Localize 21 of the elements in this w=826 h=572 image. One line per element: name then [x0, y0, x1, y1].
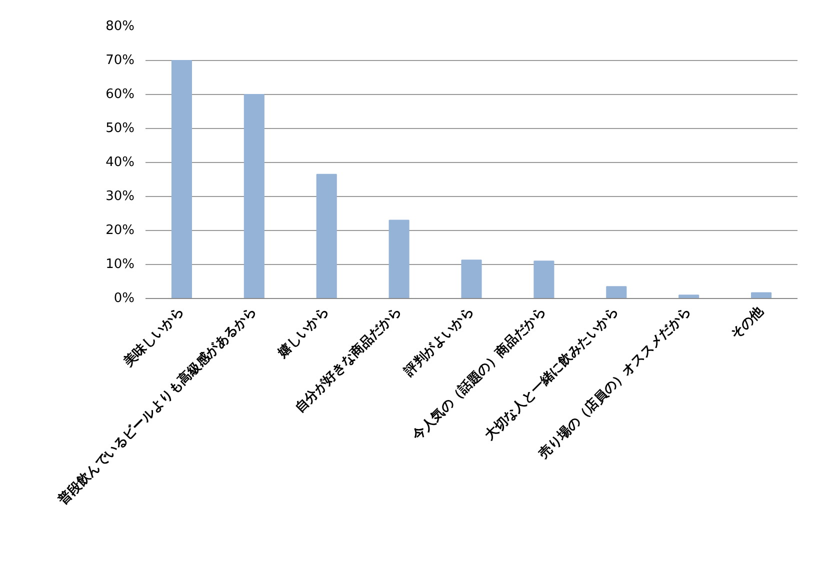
bar: [244, 94, 264, 298]
x-tick-label: 美味しいから: [120, 303, 188, 371]
bar: [534, 260, 554, 298]
y-tick-label: 60%: [106, 87, 135, 102]
y-tick-label: 0%: [114, 291, 134, 306]
y-tick-label: 50%: [106, 121, 135, 136]
bar: [751, 292, 772, 298]
y-tick-label: 20%: [106, 223, 135, 238]
bar: [316, 174, 337, 298]
bar: [606, 286, 627, 298]
x-tick-label: その他: [728, 303, 768, 342]
y-tick-label: 70%: [106, 53, 135, 68]
y-tick-label: 10%: [106, 257, 135, 272]
x-tick-label: 嬉しいから: [274, 304, 332, 362]
bar: [171, 60, 192, 298]
y-tick-label: 40%: [106, 155, 135, 170]
bar: [678, 294, 700, 298]
bar: [388, 220, 410, 298]
y-tick-label: 30%: [106, 189, 135, 204]
bar: [461, 260, 482, 298]
y-tick-label: 80%: [106, 19, 135, 34]
